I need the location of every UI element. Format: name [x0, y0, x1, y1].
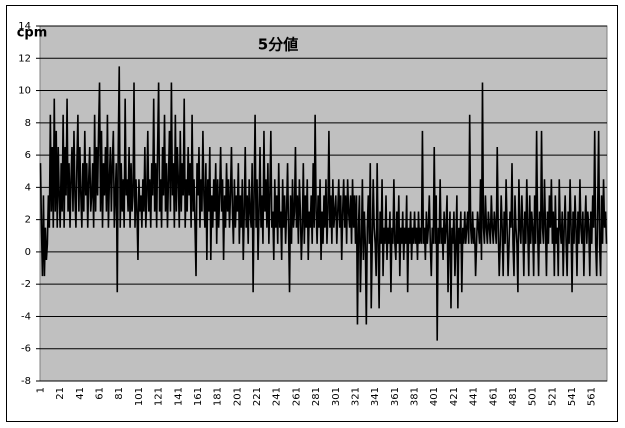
- x-tick-label: 61: [95, 387, 106, 400]
- x-tick-label: 121: [154, 387, 165, 406]
- x-tick-label: 381: [410, 387, 421, 406]
- x-tick-label: 401: [429, 387, 440, 406]
- x-tick-label: 261: [291, 387, 302, 406]
- x-tick-label: 481: [508, 387, 519, 406]
- x-tick-label: 361: [390, 387, 401, 406]
- x-tick-label: 301: [331, 387, 342, 406]
- x-tick-label: 541: [567, 387, 578, 406]
- x-tick-label: 221: [252, 387, 263, 406]
- y-tick-label: -2: [21, 279, 31, 290]
- x-tick-label: 161: [193, 387, 204, 406]
- x-tick-label: 521: [547, 387, 558, 406]
- y-axis-label: cpm: [17, 26, 48, 41]
- y-tick-label: 12: [18, 53, 31, 64]
- y-tick-label: 10: [18, 86, 31, 97]
- x-tick-label: 181: [213, 387, 224, 406]
- x-tick-label: 561: [587, 387, 598, 406]
- x-tick-label: 501: [528, 387, 539, 406]
- y-tick-label: 14: [18, 21, 31, 32]
- y-tick-label: 8: [25, 118, 31, 129]
- x-tick-label: 141: [173, 387, 184, 406]
- y-tick-label: 2: [25, 215, 31, 226]
- x-tick-label: 421: [449, 387, 460, 406]
- data-line: [39, 66, 608, 341]
- x-tick-label: 441: [469, 387, 480, 406]
- x-tick-label: 101: [134, 387, 145, 406]
- y-tick-label: 4: [25, 182, 31, 193]
- y-tick-label: -6: [21, 344, 31, 355]
- x-tick-label: 341: [370, 387, 381, 406]
- x-tick-label: 81: [114, 387, 125, 400]
- y-tick-label: -4: [21, 311, 31, 322]
- x-tick-label: 241: [272, 387, 283, 406]
- x-tick-label: 281: [311, 387, 322, 406]
- x-tick-label: 461: [488, 387, 499, 406]
- y-tick-label: 6: [25, 150, 31, 161]
- x-tick-label: 321: [350, 387, 361, 406]
- x-tick-label: 41: [75, 387, 86, 400]
- x-tick-label: 1: [35, 387, 46, 393]
- x-tick-label: 201: [232, 387, 243, 406]
- chart-title: 5分値: [258, 36, 298, 54]
- y-tick-label: -8: [21, 376, 31, 387]
- x-tick-label: 21: [55, 387, 66, 400]
- y-tick-label: 0: [25, 247, 31, 258]
